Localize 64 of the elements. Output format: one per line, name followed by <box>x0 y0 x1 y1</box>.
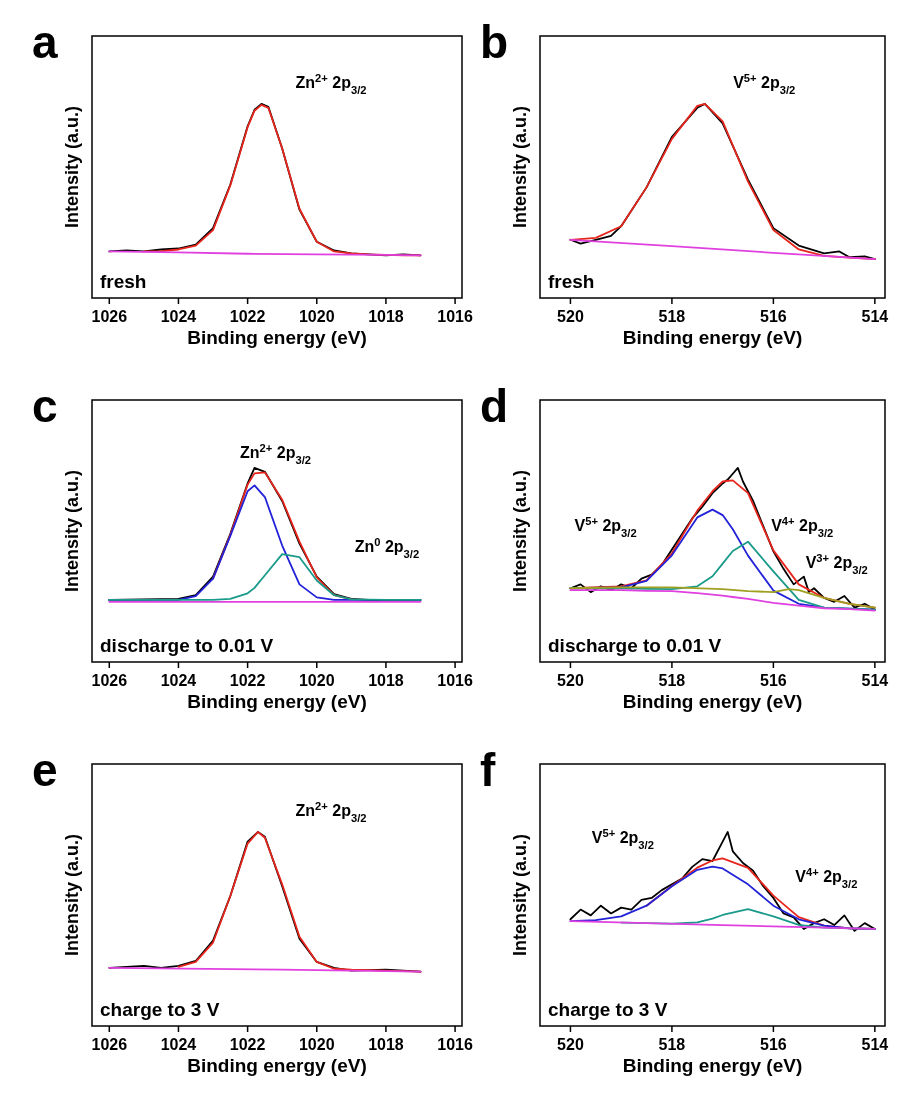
x-tick-label: 1024 <box>160 308 197 325</box>
y-axis-title: Intensity (a.u.) <box>510 105 530 229</box>
x-tick-label: 514 <box>861 1036 889 1053</box>
x-tick-label: 1020 <box>298 672 335 689</box>
x-axis-title: Binding energy (eV) <box>622 691 803 712</box>
chart-title: d <box>480 380 509 432</box>
y-axis-title: Intensity (a.u.) <box>510 469 530 593</box>
chart-title: e <box>32 744 58 796</box>
x-axis-title: Binding energy (eV) <box>187 327 367 348</box>
x-tick-label: 516 <box>760 308 787 325</box>
y-axis-title: Intensity (a.u.) <box>62 833 82 957</box>
x-tick-label: 516 <box>760 672 787 689</box>
x-tick-label: 520 <box>557 672 584 689</box>
annotation: V$^{4+}$ 2p$_{3/2}$ <box>795 865 858 890</box>
annotation: V$^{5+}$ 2p$_{3/2}$ <box>574 515 637 539</box>
x-axis-title: Binding energy (eV) <box>187 691 367 712</box>
y-axis-title: Intensity (a.u.) <box>62 105 82 229</box>
annotation: V$^{4+}$ 2p$_{3/2}$ <box>771 515 834 539</box>
annotation: fresh <box>100 271 147 292</box>
x-tick-label: 1022 <box>229 672 266 689</box>
text: Zn$^{2+}$ 2p$_{3/2}$ <box>240 441 311 466</box>
chart-title: c <box>32 380 58 432</box>
x-tick-label: 1026 <box>91 672 128 689</box>
y-axis-title: Intensity (a.u.) <box>62 469 82 593</box>
x-tick-label: 514 <box>861 308 889 325</box>
x-tick-label: 514 <box>861 672 889 689</box>
text: V$^{5+}$ 2p$_{3/2}$ <box>733 72 796 97</box>
x-tick-label: 1016 <box>437 672 473 689</box>
annotation: charge to 3 V <box>100 999 220 1020</box>
x-tick-label: 1018 <box>368 672 404 689</box>
x-tick-label: 1026 <box>91 1036 128 1053</box>
y-axis-title: Intensity (a.u.) <box>510 833 530 957</box>
annotation: charge to 3 V <box>548 999 668 1020</box>
chart-title: b <box>480 16 509 68</box>
annotation: V$^{3+}$ 2p$_{3/2}$ <box>805 551 868 576</box>
x-tick-label: 518 <box>658 672 686 689</box>
x-tick-label: 1020 <box>298 1036 335 1053</box>
x-tick-label: 1020 <box>298 308 335 325</box>
x-tick-label: 1024 <box>160 1036 197 1053</box>
annotation: discharge to 0.01 V <box>548 635 722 656</box>
text: Zn$^{2+}$ 2p$_{3/2}$ <box>295 72 367 97</box>
chart-title: f <box>480 744 496 796</box>
x-tick-label: 1024 <box>160 672 197 689</box>
x-tick-label: 1016 <box>437 1036 473 1053</box>
annotation: V$^{5+}$ 2p$_{3/2}$ <box>591 826 654 851</box>
x-tick-label: 1018 <box>368 1036 404 1053</box>
x-tick-label: 1026 <box>91 308 128 325</box>
x-tick-label: 1016 <box>437 308 473 325</box>
annotation: Zn$^{0}$ 2p$_{3/2}$ <box>354 535 420 560</box>
x-tick-label: 518 <box>658 308 686 325</box>
x-axis-title: Binding energy (eV) <box>622 1055 803 1076</box>
x-tick-label: 520 <box>557 308 584 325</box>
x-tick-label: 518 <box>658 1036 686 1053</box>
text: Zn$^{2+}$ 2p$_{3/2}$ <box>295 800 367 825</box>
annotation: discharge to 0.01 V <box>100 635 274 656</box>
x-tick-label: 516 <box>760 1036 787 1053</box>
annotation: fresh <box>548 271 595 292</box>
x-tick-label: 1022 <box>229 308 266 325</box>
x-tick-label: 1018 <box>368 308 404 325</box>
x-tick-label: 1022 <box>229 1036 266 1053</box>
x-tick-label: 520 <box>557 1036 584 1053</box>
x-axis-title: Binding energy (eV) <box>622 327 803 348</box>
x-axis-title: Binding energy (eV) <box>187 1055 367 1076</box>
chart-title: a <box>32 16 58 68</box>
